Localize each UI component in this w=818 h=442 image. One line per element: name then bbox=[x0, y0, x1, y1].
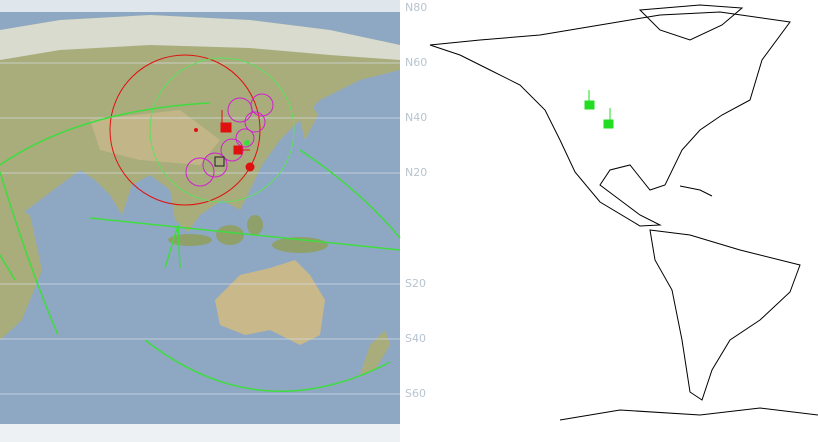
lat-label: S60 bbox=[405, 387, 426, 400]
lat-label: N80 bbox=[405, 1, 427, 14]
markers bbox=[584, 90, 614, 129]
lat-label: N60 bbox=[405, 56, 427, 69]
overlays bbox=[0, 54, 401, 392]
satellite-map bbox=[0, 0, 400, 442]
lat-label: N20 bbox=[405, 166, 427, 179]
lat-label: S40 bbox=[405, 332, 426, 345]
lat-label: S20 bbox=[405, 277, 426, 290]
lat-label: N40 bbox=[405, 111, 427, 124]
outline-map bbox=[429, 4, 818, 421]
